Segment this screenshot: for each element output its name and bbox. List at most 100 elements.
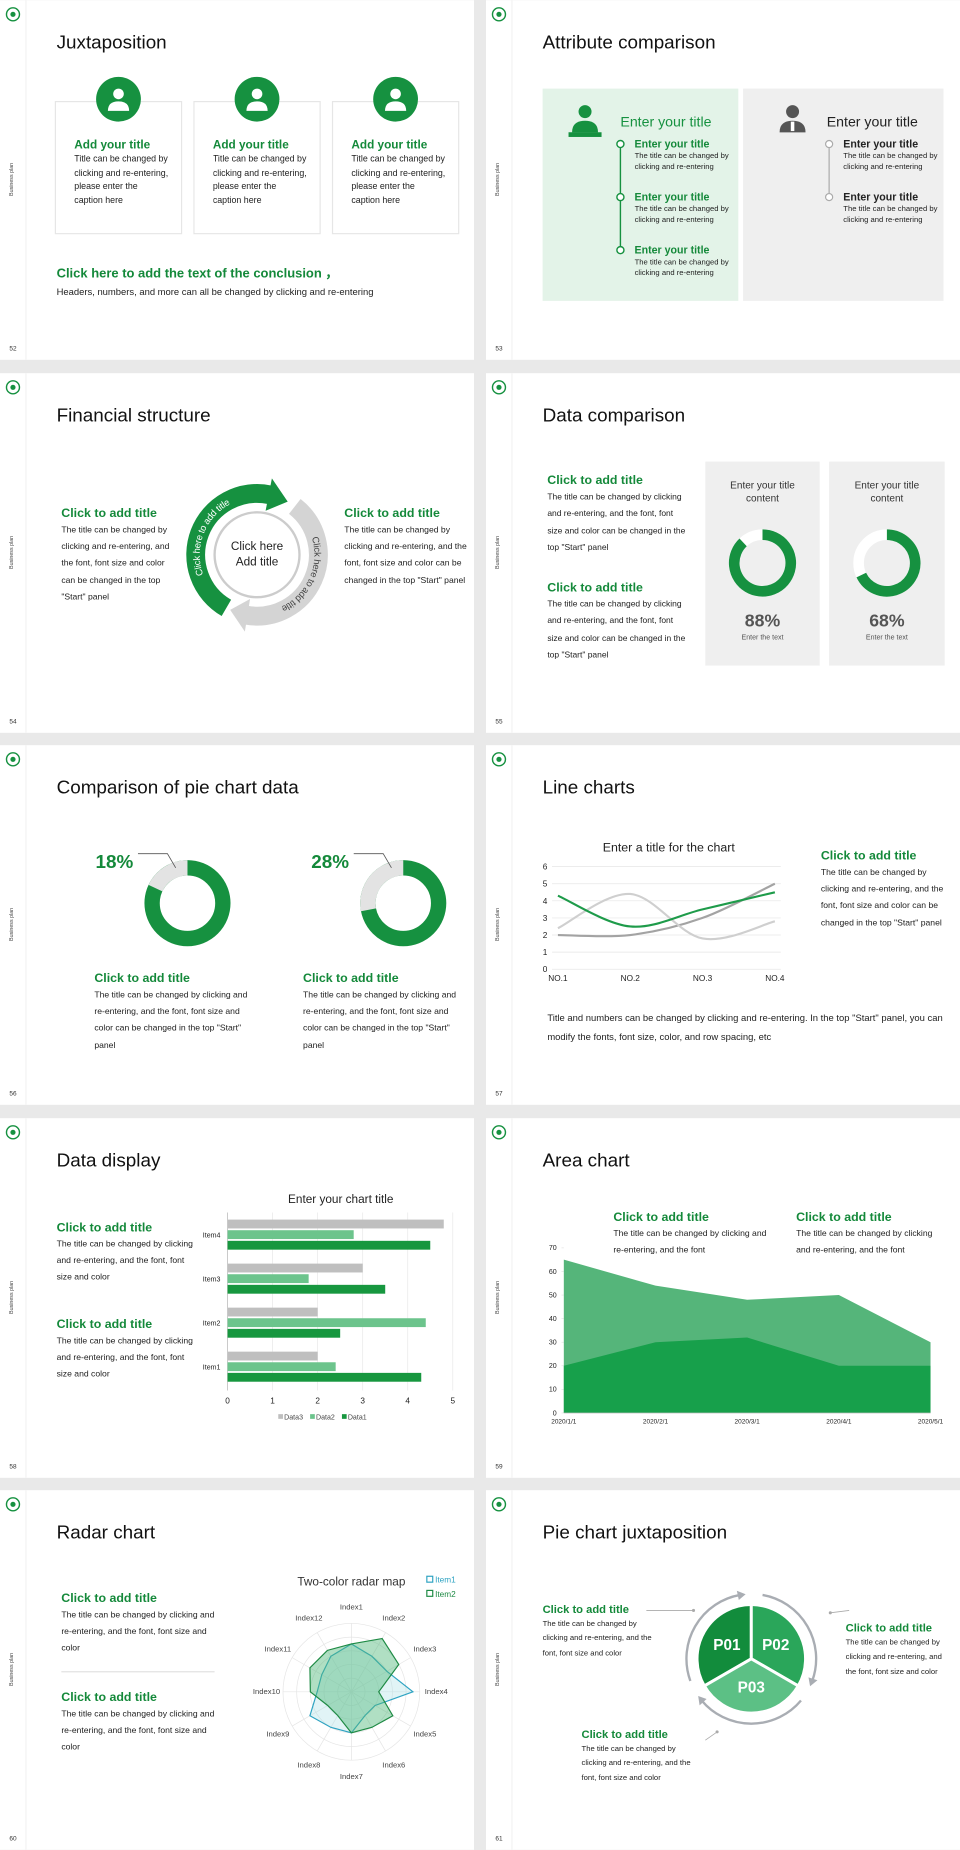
connector [705,1731,718,1741]
radar-label: Index10 [253,1687,280,1696]
y-tick-label: 1 [543,948,548,957]
item-title: Enter your title [843,139,918,151]
item-text: The title can be changed by clicking and… [796,1227,933,1255]
item-text: The title can be changed by clicking and… [61,1708,215,1753]
area-series [563,1337,931,1413]
radar-label: Index9 [266,1730,289,1739]
y-tick-label: 6 [543,863,548,872]
line-series [557,892,776,941]
chart-title: Two-color radar map [297,1576,405,1589]
person-icon-head [578,105,592,119]
radar-label: Index6 [382,1761,405,1770]
legend-swatch [278,1413,283,1419]
y-tick-label: Item3 [203,1276,221,1283]
page-number: 60 [9,1835,17,1842]
radar-label: Index4 [425,1687,449,1696]
x-tick-label: 1 [270,1396,275,1405]
card-text: Title can be changed by clicking and re-… [351,153,446,206]
item-title: Enter your title [635,139,710,151]
leader-line [137,853,177,869]
radar-spoke [291,1691,352,1727]
y-tick-label: 50 [549,1292,557,1299]
connector-dot [828,1611,832,1615]
item-title: Click to add title [57,1220,153,1234]
connector-dot [691,1608,696,1612]
item-text: The title can be changed by clicking and… [56,1237,193,1283]
x-tick-label: 2020/1/1 [551,1418,577,1425]
ring-arrowhead [736,1590,746,1600]
paragraph-box: The title can be changed by clicking and… [796,1227,933,1255]
x-tick-label: 5 [450,1396,455,1405]
side-label: Business plan [9,1653,15,1686]
radar-label: Index1 [340,1602,363,1611]
timeline-dot [616,245,625,255]
person-icon-body [107,101,130,111]
item-title: Click to add title [344,506,440,520]
page-number: 55 [495,718,503,725]
item-title: Enter your title [635,245,710,257]
sector-label: P03 [738,1679,765,1696]
radar-label: Index3 [413,1645,436,1654]
slide: Attribute comparison Business plan 53 Enter… [486,0,960,360]
paragraph-box: Title can be changed by clicking and re-… [351,153,446,206]
card [193,101,321,235]
card [829,461,945,666]
radar-label: Index8 [297,1761,320,1770]
center-text: Add title [236,555,279,568]
page-number: 58 [9,1463,17,1470]
slide-background [0,745,474,1105]
item-text: The title can be changed by clicking and… [843,205,938,225]
side-label: Business plan [9,1280,15,1313]
slide-title: Attribute comparison [543,32,716,53]
outer-ring [762,1593,818,1682]
x-tick-label: 2 [315,1396,320,1405]
y-tick-label: Item1 [203,1364,221,1371]
logo-core [496,1501,502,1507]
icon-tie [790,121,795,132]
radar-label: Index11 [265,1645,292,1654]
value-label: 88% [745,610,781,630]
logo-core [496,384,502,390]
x-tick-label: 4 [405,1396,410,1405]
chart-title: Enter a title for the chart [603,840,736,854]
item-title: Click to add title [543,1604,629,1616]
card-title: Add your title [351,139,427,152]
slide-title: Comparison of pie chart data [57,777,300,798]
bar [227,1351,318,1360]
ring-arrowhead [808,1677,818,1687]
y-tick-label: 0 [553,1410,557,1417]
paragraph-box: The title can be changed by clicking and… [821,867,943,928]
item-title: Click to add title [547,580,643,594]
item-text: The title can be changed by clicking and… [94,989,248,1051]
connector [830,1610,850,1614]
item-title: Click to add title [61,506,157,520]
radar-label: Index2 [382,1614,405,1623]
icon-desk [568,132,602,137]
item-text: The title can be changed by clicking and… [344,523,467,585]
cycle-arc-green [186,483,272,616]
x-tick-label: 2020/2/1 [643,1418,669,1425]
panel-heading: Enter your title [827,113,918,129]
x-tick-label: 0 [225,1396,230,1405]
donut-value [728,528,797,597]
bar [227,1263,363,1272]
cycle-arrowhead [265,477,288,511]
value-label: 68% [869,610,905,630]
item-text: The title can be changed by clicking and… [547,490,686,553]
sector-label: P01 [713,1637,741,1654]
paragraph-box: The title can be changed by clicking and… [56,1237,193,1283]
legend-label: Data2 [316,1414,335,1421]
bar [227,1219,444,1228]
slide: Line charts Business plan 57 Enter a title … [486,745,960,1105]
chart-title: Enter your chart title [288,1193,394,1206]
center-circle [213,510,301,598]
x-tick-label: 2020/3/1 [735,1418,761,1425]
paragraph-box: The title can be changed by clicking and… [635,152,729,171]
side-label: Business plan [9,163,15,196]
radar-series [309,1637,400,1734]
timeline-dot [616,139,625,149]
logo-core [10,1129,16,1135]
outer-ring [685,1593,741,1682]
slide-background [0,1117,474,1478]
